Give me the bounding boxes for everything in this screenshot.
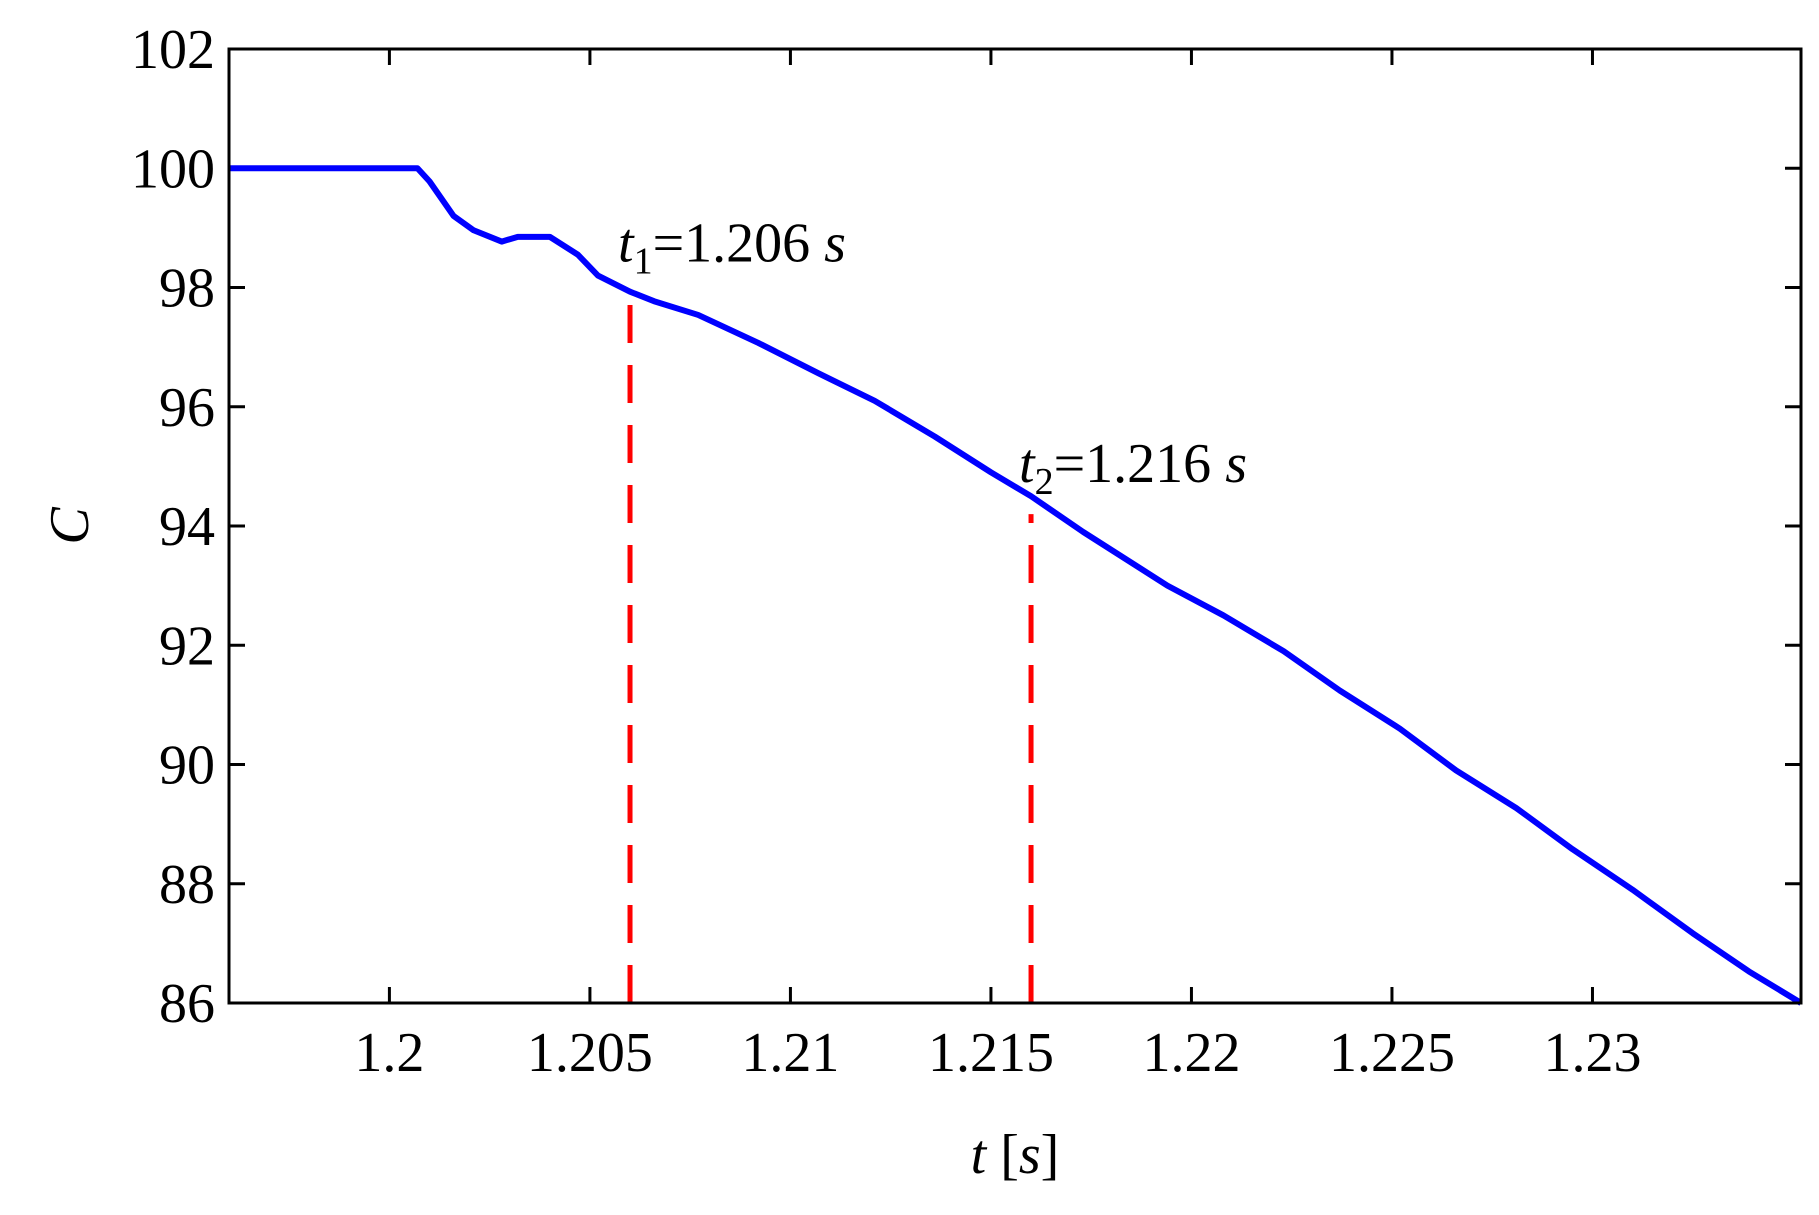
x-tick-label: 1.225 xyxy=(1329,1022,1455,1084)
marker-label-part: t xyxy=(1019,433,1036,495)
marker-label-part: =1.216 xyxy=(1054,433,1226,495)
y-tick-label: 96 xyxy=(159,377,215,439)
x-axis-label-part: s xyxy=(1019,1124,1041,1186)
marker-label-part: s xyxy=(824,212,846,274)
marker-label-part: 2 xyxy=(1035,461,1054,503)
x-tick-label: 1.21 xyxy=(741,1022,839,1084)
marker-label-part: 1 xyxy=(634,240,653,282)
x-tick-label: 1.215 xyxy=(928,1022,1054,1084)
x-axis-label-part: ] xyxy=(1041,1124,1060,1186)
y-tick-label: 98 xyxy=(159,258,215,320)
x-tick-label: 1.2 xyxy=(354,1022,424,1084)
x-axis-label-part: t xyxy=(971,1124,988,1186)
y-tick-label: 102 xyxy=(131,19,215,81)
y-tick-label: 100 xyxy=(131,138,215,200)
y-tick-label: 94 xyxy=(159,496,215,558)
x-tick-label: 1.23 xyxy=(1543,1022,1641,1084)
y-tick-label: 92 xyxy=(159,615,215,677)
marker-label: t1=1.206 s xyxy=(618,212,846,282)
y-tick-label: 90 xyxy=(159,735,215,797)
data-line xyxy=(229,165,1803,1006)
y-tick-label: 86 xyxy=(159,973,215,1035)
x-axis-label-part: [ xyxy=(986,1124,1019,1186)
x-tick-label: 1.22 xyxy=(1142,1022,1240,1084)
marker-label-part: =1.206 xyxy=(653,212,825,274)
x-tick-label: 1.205 xyxy=(527,1022,653,1084)
y-axis-label: C xyxy=(39,507,101,545)
plot-frame xyxy=(227,47,1803,1005)
marker-label-part: t xyxy=(618,212,635,274)
marker-label-part: s xyxy=(1225,433,1247,495)
x-axis-label: t [s] xyxy=(971,1124,1060,1186)
marker-label: t2=1.216 s xyxy=(1019,433,1247,503)
y-tick-label: 88 xyxy=(159,854,215,916)
